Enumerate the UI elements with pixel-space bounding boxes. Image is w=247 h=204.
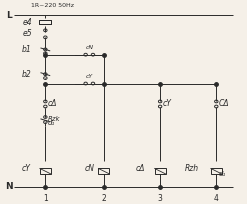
Text: d₁: d₁ xyxy=(219,171,226,177)
Text: Rzk: Rzk xyxy=(48,116,60,122)
Text: 1: 1 xyxy=(43,194,48,203)
Text: cY: cY xyxy=(163,99,171,108)
Text: b1: b1 xyxy=(22,45,32,54)
Text: N: N xyxy=(5,182,13,191)
Text: CΔ: CΔ xyxy=(219,99,229,108)
Text: cY: cY xyxy=(86,74,93,79)
Text: cΔ: cΔ xyxy=(48,99,57,108)
Text: e4: e4 xyxy=(22,18,32,27)
Text: 1R~220 50Hz: 1R~220 50Hz xyxy=(31,2,74,8)
Text: cY: cY xyxy=(22,164,31,173)
Text: cN: cN xyxy=(84,164,94,173)
Text: 2: 2 xyxy=(102,194,106,203)
Text: cN: cN xyxy=(85,45,93,50)
Text: e5: e5 xyxy=(22,29,32,38)
Text: b2: b2 xyxy=(22,70,32,79)
Text: Rzh: Rzh xyxy=(185,164,199,173)
Text: 4: 4 xyxy=(214,194,219,203)
Text: cΔ: cΔ xyxy=(136,164,145,173)
Text: 3: 3 xyxy=(158,194,163,203)
Text: L: L xyxy=(6,11,12,20)
Text: d₁: d₁ xyxy=(48,121,55,126)
